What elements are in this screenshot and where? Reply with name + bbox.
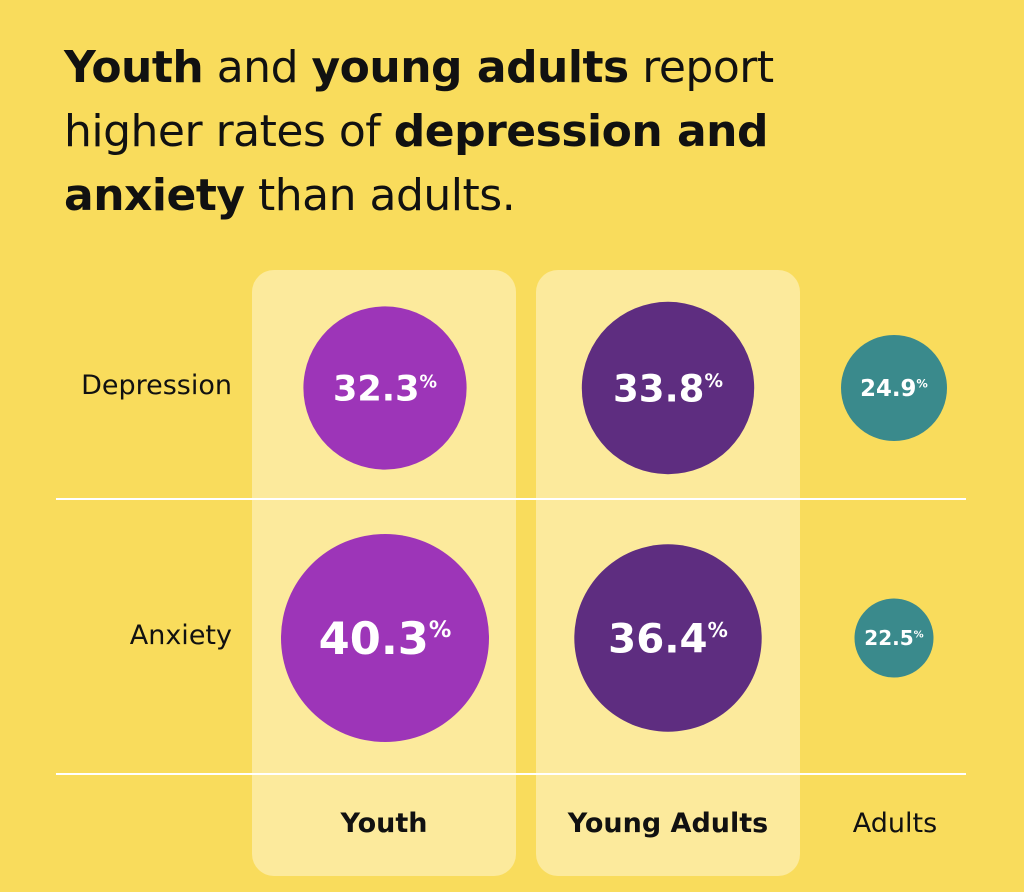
row-label-depression: Depression bbox=[81, 370, 232, 401]
value-label-anxiety-young-adults: 36.4% bbox=[608, 616, 728, 663]
bubble-anxiety-youth bbox=[281, 534, 489, 742]
chart-title: Youth and young adults report higher rat… bbox=[64, 36, 824, 228]
column-label-young-adults: Young Adults bbox=[567, 808, 769, 839]
title-text-3: than adults. bbox=[244, 170, 516, 221]
value-label-anxiety-adults: 22.5% bbox=[864, 626, 923, 650]
bubble-anxiety-young-adults bbox=[574, 544, 762, 732]
row-divider-2 bbox=[56, 773, 966, 775]
title-text-1: and bbox=[203, 42, 312, 93]
title-text-2: report higher rates of bbox=[64, 42, 774, 157]
bubble-anxiety-adults bbox=[854, 598, 934, 678]
row-divider-1 bbox=[56, 498, 966, 500]
bubble-depression-adults bbox=[841, 335, 947, 441]
column-label-adults: Adults bbox=[852, 808, 938, 839]
row-label-anxiety: Anxiety bbox=[129, 620, 232, 651]
column-label-youth: Youth bbox=[340, 808, 428, 839]
title-youth: Youth bbox=[64, 42, 204, 93]
title-depression-anxiety: depression and anxiety bbox=[64, 106, 768, 221]
bubble-depression-youth bbox=[303, 306, 467, 470]
value-label-depression-adults: 24.9% bbox=[860, 376, 928, 402]
value-label-anxiety-youth: 40.3% bbox=[319, 613, 452, 665]
title-young-adults: young adults bbox=[311, 42, 630, 93]
bubble-depression-young-adults bbox=[581, 301, 755, 475]
value-label-depression-young-adults: 33.8% bbox=[613, 367, 723, 410]
value-label-depression-youth: 32.3% bbox=[333, 369, 437, 410]
